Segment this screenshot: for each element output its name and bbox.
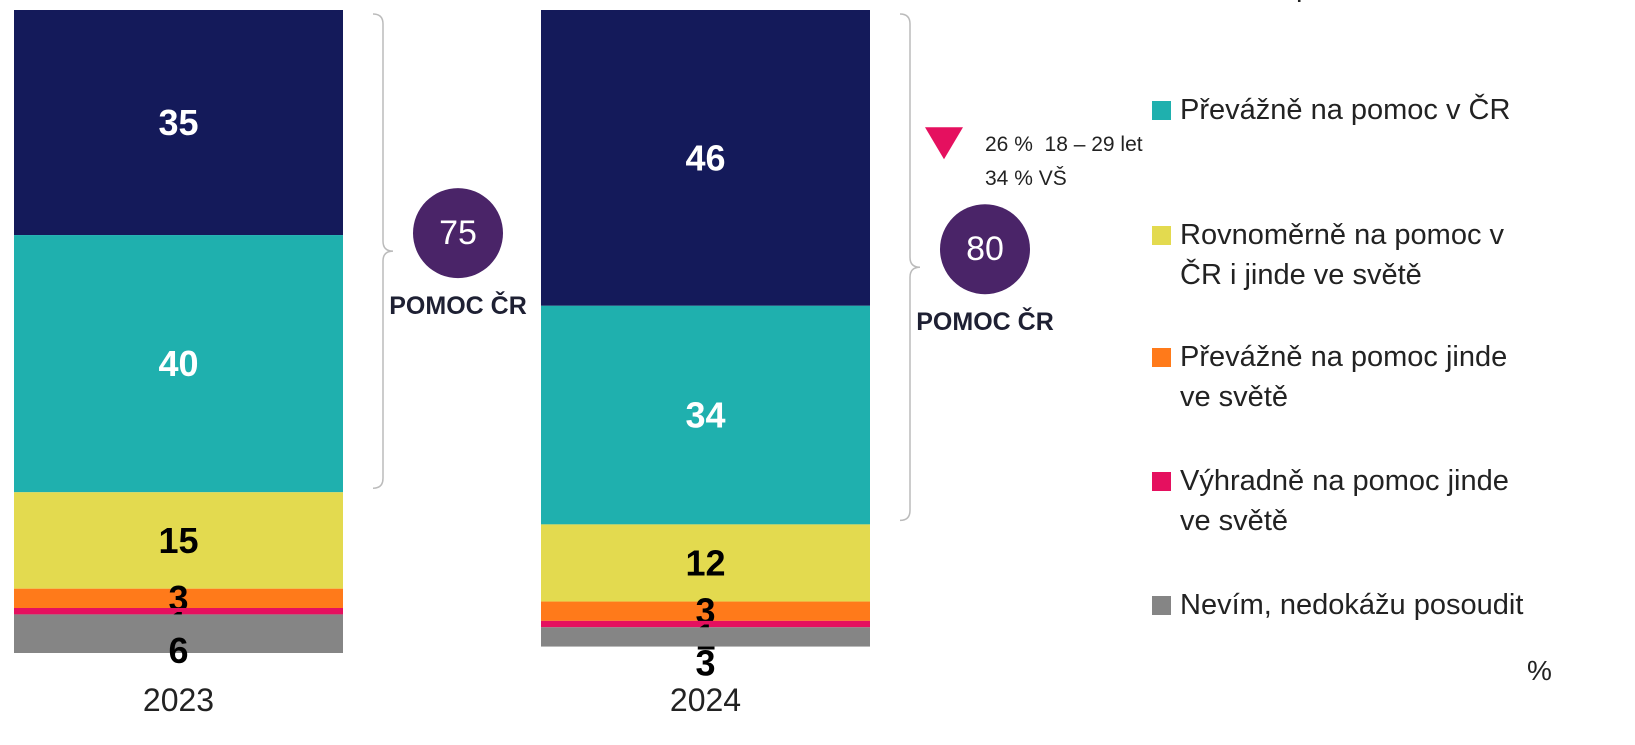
legend-label: Nevím, nedokážu posoudit	[1180, 589, 1524, 621]
value-label: 34	[685, 395, 725, 436]
bar-segment	[541, 524, 870, 602]
bar-segment	[14, 607, 343, 615]
legend-label: Rovnoměrně na pomoc v ČR i jinde ve svět…	[1180, 219, 1504, 291]
legend-label: Výhradně na pomoc jinde ve světě	[1180, 465, 1509, 537]
total-value: 80	[966, 230, 1004, 268]
total-circle	[413, 188, 503, 279]
bar-segment	[541, 620, 870, 628]
value-label: 3	[695, 643, 715, 684]
note: 26 % 18 – 29 let	[985, 133, 1143, 157]
legend-swatch	[1152, 596, 1171, 615]
legend-swatch	[1152, 348, 1171, 367]
bar-segment	[14, 10, 343, 236]
bar-segment	[541, 10, 870, 306]
bar-segment	[14, 492, 343, 589]
legend-swatch	[1152, 101, 1171, 120]
legend-label: Převážně na pomoc jinde ve světě	[1180, 341, 1508, 413]
total-circle	[940, 204, 1030, 295]
value-label: 12	[685, 542, 725, 583]
value-label: 40	[158, 343, 198, 384]
bar-segment	[541, 627, 870, 647]
legend-label: Výhradně na pomoc v České republice	[1180, 0, 1530, 7]
bar-segment	[541, 305, 870, 525]
value-label: 35	[158, 102, 198, 143]
value-label: 15	[158, 520, 198, 561]
note: 34 % VŠ	[985, 167, 1067, 191]
bracket	[899, 13, 921, 522]
x-tick-label: 2023	[143, 682, 214, 718]
value-label: 46	[685, 137, 725, 178]
legend-label: Převážně na pomoc v ČR	[1180, 94, 1511, 126]
x-tick-label: 2024	[670, 682, 741, 718]
value-label: 6	[168, 630, 188, 671]
note-marker	[925, 127, 963, 160]
bar-segment	[14, 588, 343, 608]
bar-segment	[14, 235, 343, 493]
total-label: POMOC ČR	[389, 292, 527, 321]
legend-swatch	[1152, 472, 1171, 491]
bar-segment	[14, 614, 343, 653]
legend-swatch	[1152, 226, 1171, 245]
total-label: POMOC ČR	[916, 308, 1054, 337]
total-value: 75	[439, 214, 477, 252]
bracket	[372, 13, 394, 489]
unit-label: %	[1527, 655, 1552, 686]
bar-segment	[541, 601, 870, 621]
